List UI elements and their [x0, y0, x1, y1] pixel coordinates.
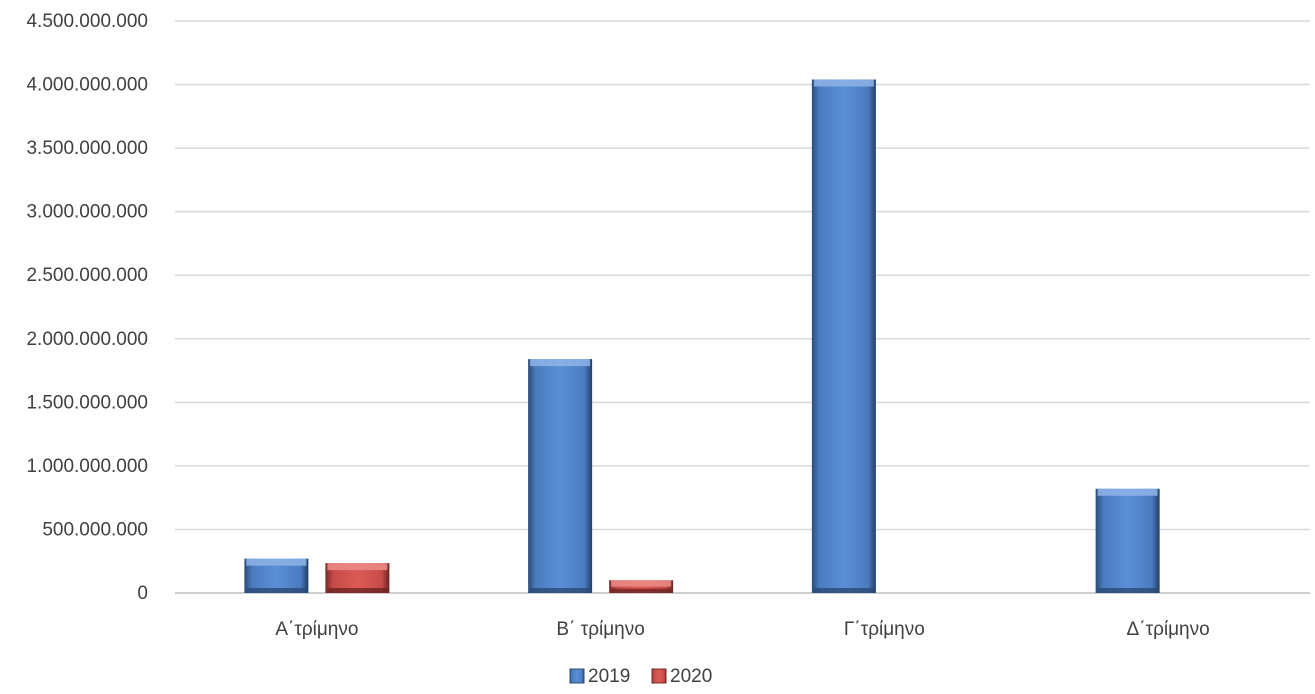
legend-swatch: [569, 668, 585, 684]
y-tick-label: 3.000.000.000: [26, 202, 148, 223]
y-tick-label: 2.500.000.000: [26, 265, 148, 286]
y-tick-label: 500.000.000: [42, 519, 148, 540]
legend-swatch: [651, 668, 667, 684]
x-tick-label: Γ΄τρίμηνο: [844, 619, 925, 640]
bar-bevel-top: [611, 580, 672, 587]
bar-bevel-bottom: [1097, 588, 1158, 593]
x-axis-tick-labels: Α΄τρίμηνο Β΄ τρίμηνο Γ΄τρίμηνο Δ΄τρίμηνο: [275, 619, 1209, 640]
bar-bevel-bottom: [813, 588, 874, 593]
bar-2019-1: [244, 558, 309, 593]
bar-bevel-bottom: [530, 588, 591, 593]
bars: [244, 79, 1160, 593]
bar-bevel-top: [530, 359, 591, 367]
y-tick-label: 0: [137, 583, 148, 604]
bar-body: [528, 359, 593, 593]
bar-bevel-bottom: [327, 588, 388, 593]
bar-bevel-top: [246, 558, 307, 566]
y-axis-tick-labels: 0 500.000.000 1.000.000.000 1.500.000.000 2.…: [26, 11, 148, 604]
bar-2019-4: [1095, 488, 1160, 593]
y-tick-label: 2.000.000.000: [26, 329, 148, 350]
bar-bevel-bottom: [246, 588, 307, 593]
y-tick-label: 1.000.000.000: [26, 456, 148, 477]
x-tick-label: Δ΄τρίμηνο: [1127, 619, 1210, 640]
y-tick-label: 3.500.000.000: [26, 138, 148, 159]
legend-label: 2020: [670, 666, 712, 687]
bar-bevel-bottom: [611, 588, 672, 593]
gridlines: [175, 20, 1310, 594]
legend-item-2020: 2020: [651, 666, 712, 687]
bar-2019-3: [811, 79, 876, 593]
legend-label: 2019: [588, 666, 630, 687]
x-tick-label: Α΄τρίμηνο: [275, 619, 358, 640]
bar-2019-2: [528, 359, 593, 593]
bar-body: [811, 79, 876, 593]
y-tick-label: 1.500.000.000: [26, 392, 148, 413]
bar-2020-1: [325, 563, 390, 593]
bar-bevel-top: [813, 79, 874, 87]
bar-bevel-top: [327, 563, 388, 571]
x-tick-label: Β΄ τρίμηνο: [556, 619, 644, 640]
bar-bevel-top: [1097, 488, 1158, 496]
legend: 2019 2020: [569, 666, 712, 687]
y-tick-label: 4.000.000.000: [26, 75, 148, 96]
legend-item-2019: 2019: [569, 666, 630, 687]
bar-2020-2: [609, 580, 674, 593]
bar-body: [1095, 488, 1160, 593]
y-tick-label: 4.500.000.000: [26, 11, 148, 32]
